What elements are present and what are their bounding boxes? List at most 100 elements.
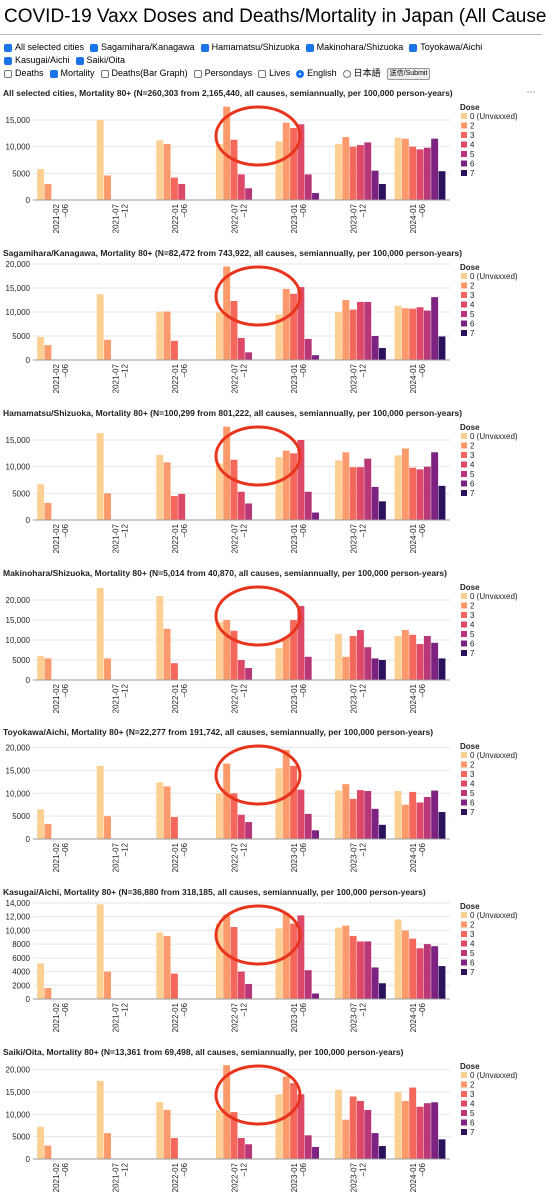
bar — [364, 301, 372, 360]
x-tick-label: 2022-01 — [171, 203, 180, 233]
checkbox[interactable] — [258, 69, 267, 78]
legend-label: 7 — [470, 808, 475, 817]
bar — [304, 656, 312, 680]
checkbox[interactable] — [193, 69, 202, 78]
chart-title: Toyokawa/Aichi, Mortality 80+ (N=22,277 … — [3, 727, 433, 737]
x-tick-label: –12 — [359, 203, 368, 217]
bar — [230, 927, 238, 999]
bar — [335, 460, 342, 520]
radio[interactable] — [342, 69, 351, 78]
checkbox[interactable] — [49, 69, 58, 78]
bar — [104, 1133, 111, 1159]
bar — [401, 804, 409, 839]
x-tick-label: 2021-02 — [52, 842, 61, 872]
bar — [156, 782, 164, 839]
bar — [178, 493, 186, 520]
bar — [96, 765, 104, 839]
legend-swatch — [461, 790, 467, 796]
bar — [237, 1138, 245, 1159]
checkbox[interactable] — [75, 56, 84, 65]
x-tick-label: 2022-07 — [231, 842, 240, 872]
checkbox[interactable] — [4, 69, 12, 78]
bar — [44, 184, 52, 200]
checkbox[interactable] — [4, 43, 12, 52]
bar — [394, 636, 402, 680]
bar — [297, 915, 305, 999]
legend-label: 4 — [470, 141, 475, 150]
checkbox[interactable] — [305, 43, 314, 52]
x-tick-label: 2023-01 — [290, 683, 299, 713]
checkbox-option[interactable]: Toyokawa/Aichi — [409, 41, 482, 54]
legend-swatch — [461, 621, 467, 628]
bar — [394, 137, 402, 200]
bar — [401, 448, 409, 520]
legend-swatch — [461, 940, 467, 947]
checkbox[interactable] — [90, 43, 99, 52]
checkbox[interactable] — [200, 43, 209, 52]
bar — [401, 630, 409, 680]
x-tick-label: 2022-01 — [171, 363, 180, 393]
submit-button[interactable]: 送信/Submit — [386, 67, 431, 80]
x-tick-label: –06 — [180, 523, 189, 537]
checkbox[interactable] — [100, 69, 109, 78]
bar — [342, 1119, 350, 1159]
bar — [223, 106, 231, 200]
bar — [215, 144, 223, 200]
checkbox-option[interactable]: Mortality — [49, 67, 95, 80]
radio-option[interactable]: English — [296, 67, 337, 80]
radio-option[interactable]: 日本語 — [342, 67, 381, 80]
checkbox-option[interactable]: Persondays — [193, 67, 252, 80]
y-tick-label: 10,000 — [6, 308, 31, 317]
bar — [304, 970, 312, 999]
checkbox-option[interactable]: Kasugai/Aichi — [4, 54, 70, 67]
bar — [342, 925, 350, 999]
checkbox-option[interactable]: Sagamihara/Kanagawa — [90, 41, 195, 54]
legend-swatch — [461, 461, 467, 468]
bar — [349, 1096, 357, 1159]
x-tick-label: 2022-01 — [171, 1162, 180, 1192]
bar — [96, 433, 104, 520]
bar — [297, 440, 305, 520]
y-tick-label: 15,000 — [6, 1088, 31, 1097]
checkbox[interactable] — [409, 43, 418, 52]
legend-swatch — [461, 1119, 467, 1126]
checkbox[interactable] — [4, 56, 12, 65]
legend-label: 4 — [470, 1100, 475, 1109]
y-tick-label: 0 — [26, 516, 31, 525]
x-tick-label: –06 — [180, 363, 189, 377]
x-tick-label: –12 — [240, 363, 249, 377]
legend-label: 5 — [470, 150, 475, 159]
legend-label: 3 — [470, 930, 475, 939]
checkbox-option[interactable]: Lives — [258, 67, 290, 80]
checkbox-option[interactable]: Deaths(Bar Graph) — [100, 67, 188, 80]
bar — [104, 493, 111, 520]
bar — [342, 452, 350, 520]
checkbox-option[interactable]: All selected cities — [4, 41, 84, 54]
bar — [237, 971, 245, 999]
legend-swatch — [461, 1072, 467, 1078]
bar — [245, 822, 253, 839]
x-tick-label: –06 — [418, 363, 427, 377]
bar — [290, 128, 298, 200]
radio[interactable] — [296, 69, 305, 78]
y-tick-label: 5000 — [12, 656, 30, 665]
y-tick-label: 10,000 — [6, 926, 31, 935]
bar — [178, 184, 186, 200]
checkbox-option[interactable]: Makinohara/Shizuoka — [305, 41, 403, 54]
legend-label: 2 — [470, 921, 475, 930]
bar — [342, 784, 350, 839]
x-tick-label: 2021-07 — [111, 1002, 120, 1032]
checkbox-option[interactable]: Saiki/Oita — [75, 54, 125, 67]
x-tick-label: –12 — [359, 523, 368, 537]
checkbox-option[interactable]: Hamamatsu/Shizuoka — [200, 41, 300, 54]
y-tick-label: 2000 — [12, 981, 30, 990]
x-tick-label: 2021-02 — [52, 1002, 61, 1032]
bar — [275, 141, 283, 200]
legend-swatch — [461, 273, 467, 279]
checkbox-option[interactable]: Deaths — [4, 67, 44, 80]
legend-label: 5 — [470, 1109, 475, 1118]
chart-title: Sagamihara/Kanagawa, Mortality 80+ (N=82… — [3, 248, 462, 258]
bar — [96, 588, 104, 680]
x-tick-label: –12 — [359, 683, 368, 697]
city-options: All selected cities Sagamihara/Kanagawa Ha… — [0, 41, 546, 67]
